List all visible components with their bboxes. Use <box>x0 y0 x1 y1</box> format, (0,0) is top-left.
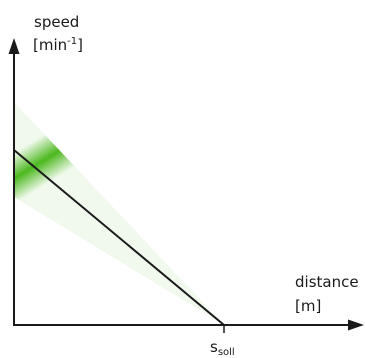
y-axis-unit: [min-1] <box>33 33 83 54</box>
y-axis-label: speed <box>34 13 80 31</box>
nominal-speed-line <box>13 149 225 326</box>
x-axis-label: distance <box>295 273 359 291</box>
x-axis-arrowhead <box>348 319 364 331</box>
y-axis-unit-exponent: -1 <box>67 36 78 47</box>
x-axis-tick-symbol: s <box>210 338 218 356</box>
y-axis-arrowhead <box>8 38 20 54</box>
x-axis-tick-label: ssoll <box>210 338 235 358</box>
y-axis-unit-suffix: ] <box>77 36 83 54</box>
x-axis-tick-subscript: soll <box>217 347 235 358</box>
tolerance-band <box>14 102 224 325</box>
y-axis-unit-prefix: [min <box>33 36 68 54</box>
x-axis-unit: [m] <box>295 297 322 315</box>
